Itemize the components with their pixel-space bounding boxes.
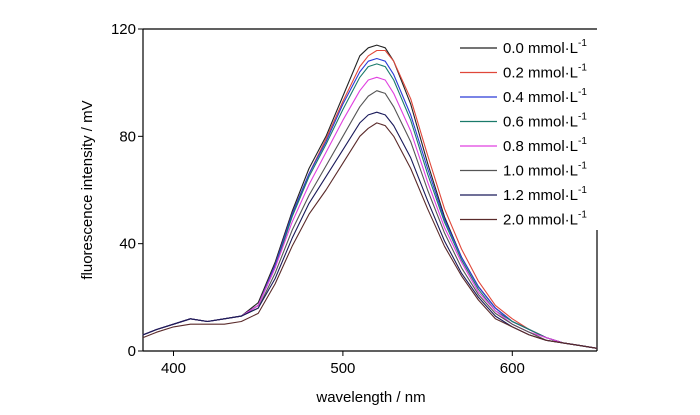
x-tick-label: 500 <box>330 360 355 377</box>
legend-label: 0.6 mmol·L-1 <box>503 112 587 131</box>
legend-item: 0.0 mmol·L-1 <box>460 38 587 57</box>
y-axis-ticks: 0 40 80 120 <box>111 21 143 360</box>
legend-label: 1.2 mmol·L-1 <box>503 185 587 204</box>
x-tick-label: 600 <box>500 360 525 377</box>
y-tick-label: 120 <box>111 21 136 38</box>
y-tick-label: 0 <box>128 343 136 360</box>
legend-item: 1.0 mmol·L-1 <box>460 161 587 180</box>
x-axis-ticks: 400 500 600 <box>161 351 525 377</box>
plot-frame <box>142 28 598 352</box>
legend-label: 0.4 mmol·L-1 <box>503 87 587 106</box>
legend-item: 0.8 mmol·L-1 <box>460 136 587 155</box>
series-line-3 <box>142 63 598 349</box>
x-tick-label: 400 <box>161 360 186 377</box>
legend-item: 2.0 mmol·L-1 <box>460 210 587 229</box>
legend-label: 0.8 mmol·L-1 <box>503 136 587 155</box>
legend-label: 2.0 mmol·L-1 <box>503 210 587 229</box>
legend-item: 1.2 mmol·L-1 <box>460 185 587 204</box>
y-tick-label: 80 <box>119 128 136 145</box>
legend-item: 0.2 mmol·L-1 <box>460 63 587 82</box>
series-layer <box>142 44 598 349</box>
x-axis-label: wavelength / nm <box>315 389 425 406</box>
legend-label: 0.0 mmol·L-1 <box>503 38 587 57</box>
y-axis-label: fluorescence intensity / mV <box>79 100 96 279</box>
series-line-7 <box>142 122 598 349</box>
legend-label: 0.2 mmol·L-1 <box>503 63 587 82</box>
legend-label: 1.0 mmol·L-1 <box>503 161 587 180</box>
legend-item: 0.4 mmol·L-1 <box>460 87 587 106</box>
legend: 0.0 mmol·L-1 0.2 mmol·L-1 0.4 mmol·L-1 0.6 … <box>460 38 587 229</box>
legend-item: 0.6 mmol·L-1 <box>460 112 587 131</box>
y-tick-label: 40 <box>119 236 136 253</box>
